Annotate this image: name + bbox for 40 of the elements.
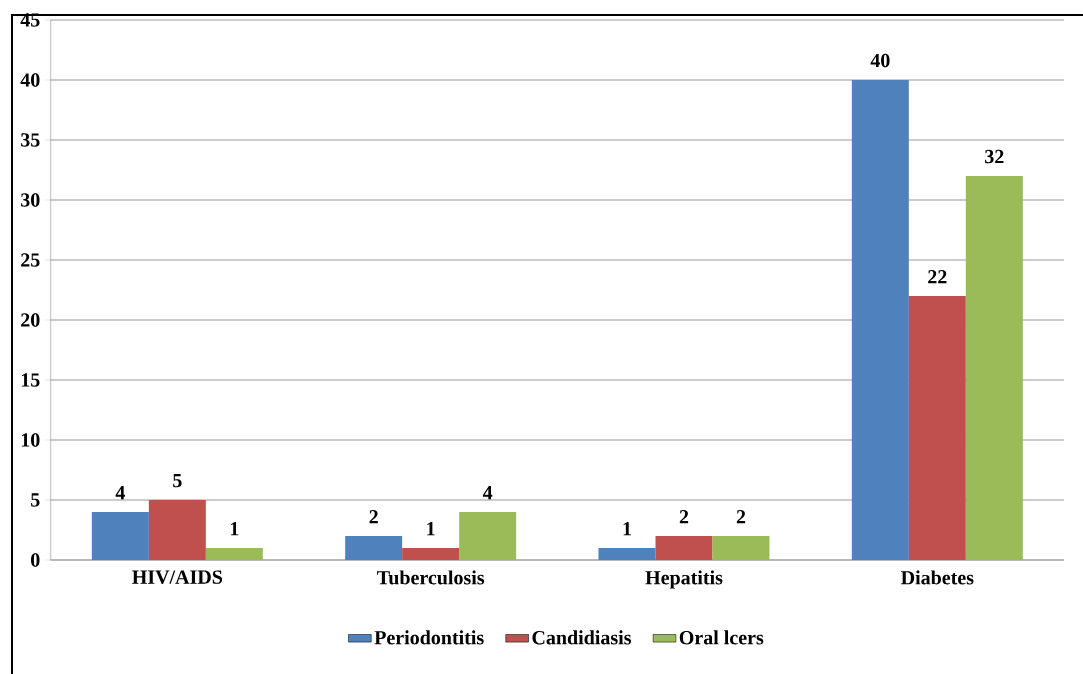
y-tick-label: 5 xyxy=(31,493,40,507)
bar xyxy=(712,535,770,560)
data-label: 1 xyxy=(230,522,239,536)
data-label: 32 xyxy=(985,149,1004,164)
bar xyxy=(205,547,263,560)
y-tick-label: 40 xyxy=(20,73,40,87)
bar xyxy=(345,535,403,560)
x-tick-label: Tuberculosis xyxy=(377,570,485,585)
data-label: 1 xyxy=(427,522,435,536)
y-tick-label: 10 xyxy=(21,433,40,447)
x-tick-label: Diabetes xyxy=(901,570,974,585)
data-label: 1 xyxy=(623,522,631,536)
data-label: 2 xyxy=(736,510,746,524)
legend-label: Oral lcers xyxy=(679,630,764,645)
y-tick-label: 30 xyxy=(21,193,40,207)
y-tick-label: 0 xyxy=(31,553,40,567)
y-tick-label: 35 xyxy=(21,133,40,147)
data-label: 5 xyxy=(173,473,182,488)
bar xyxy=(402,547,460,560)
data-label: 2 xyxy=(369,510,378,524)
bar xyxy=(851,80,909,560)
bar xyxy=(598,547,656,560)
bar xyxy=(908,295,966,560)
data-label: 40 xyxy=(870,53,890,68)
data-label: 22 xyxy=(928,270,947,284)
bar xyxy=(91,511,149,560)
y-tick-label: 25 xyxy=(21,253,40,267)
y-tick-label: 20 xyxy=(21,313,40,327)
bar xyxy=(148,499,206,560)
x-tick-label: Hepatitis xyxy=(645,570,723,589)
bar xyxy=(655,535,713,560)
y-tick-label: 15 xyxy=(21,373,40,387)
bar xyxy=(459,511,517,560)
x-tick-label: HIV/AIDS xyxy=(132,570,223,584)
bar xyxy=(965,175,1023,560)
data-label: 2 xyxy=(679,510,689,524)
data-label: 4 xyxy=(482,486,493,500)
legend-label: Candidiasis xyxy=(532,630,632,645)
legend-label: Periodontitis xyxy=(374,630,484,645)
data-label: 4 xyxy=(115,486,125,500)
